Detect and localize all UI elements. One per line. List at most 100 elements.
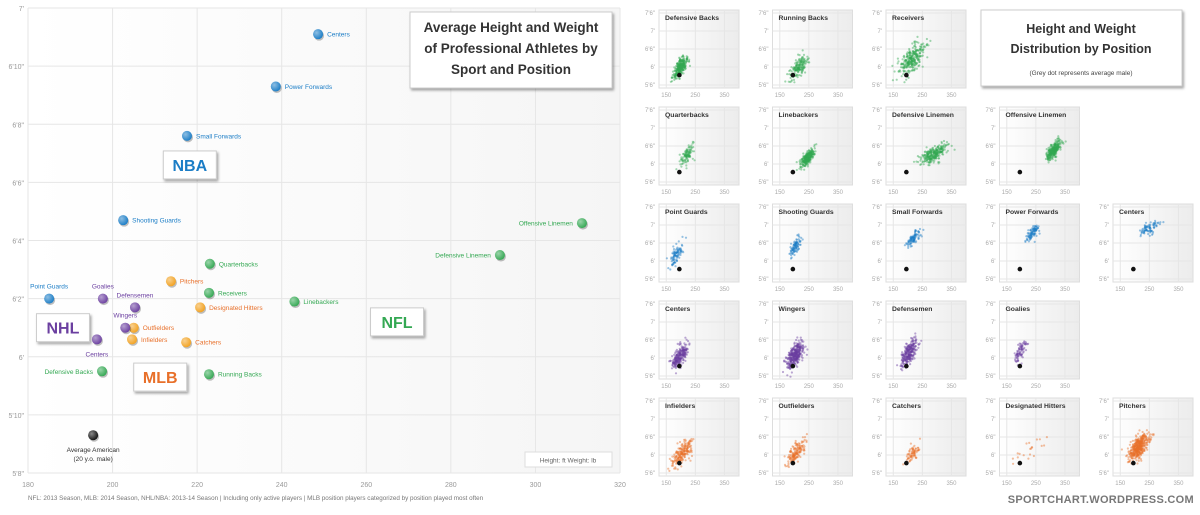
player-point <box>788 450 792 453</box>
player-point <box>665 257 669 260</box>
player-point <box>929 159 932 162</box>
player-point <box>1152 223 1155 226</box>
y-tick-label: 5'6" <box>986 277 996 283</box>
player-point <box>685 58 689 61</box>
player-point <box>677 359 680 363</box>
player-point <box>917 56 920 59</box>
player-point <box>927 44 930 47</box>
player-point <box>901 66 904 69</box>
player-point <box>795 452 799 455</box>
player-point <box>917 346 920 349</box>
player-point <box>1056 146 1060 149</box>
panel-defensive-backs: 150 250 350 7'6" 7' 6'6" 6' 5'6" Defensive Backs <box>645 9 740 99</box>
panel-title: Shooting Guards <box>779 209 834 216</box>
player-point <box>672 245 675 248</box>
player-point <box>917 59 920 62</box>
y-tick-label: 7' <box>651 223 655 229</box>
player-point <box>920 339 923 342</box>
point-highlight <box>203 287 214 298</box>
player-point <box>678 69 681 72</box>
player-point <box>801 69 804 72</box>
player-point <box>794 441 797 445</box>
x-tick-label: 150 <box>1002 190 1013 196</box>
player-point <box>788 353 792 356</box>
x-tick-label: 250 <box>1031 481 1042 487</box>
player-point <box>675 72 678 75</box>
player-point <box>782 360 786 363</box>
player-point <box>781 370 785 374</box>
player-point <box>1126 454 1129 457</box>
player-point <box>1046 151 1049 154</box>
y-tick-label: 7' <box>878 417 882 423</box>
player-point <box>803 452 806 455</box>
player-point <box>685 448 689 451</box>
player-point <box>1054 139 1057 142</box>
player-point <box>1033 240 1036 243</box>
player-point <box>802 58 805 61</box>
player-point <box>1141 443 1144 446</box>
player-point <box>784 356 788 359</box>
player-point <box>915 160 918 163</box>
player-point <box>911 240 914 243</box>
player-point <box>916 49 920 52</box>
player-point <box>674 359 678 362</box>
player-point <box>925 43 928 47</box>
player-point <box>1145 229 1148 232</box>
y-tick-label: 6' <box>991 162 995 168</box>
x-tick-label: 350 <box>1173 287 1184 293</box>
player-point <box>904 349 907 352</box>
player-point <box>920 55 923 58</box>
player-point <box>794 69 798 72</box>
player-point <box>915 52 918 56</box>
player-point <box>1028 453 1032 456</box>
player-point <box>911 51 914 55</box>
y-tick-label: 6'6" <box>872 241 882 247</box>
y-tick-label: 6' <box>651 259 655 265</box>
player-point <box>793 66 796 69</box>
player-point <box>797 68 801 71</box>
player-point <box>891 64 894 67</box>
average-male-point <box>677 72 682 78</box>
point-label: Centers <box>86 351 110 358</box>
player-point <box>913 61 916 64</box>
player-point <box>903 54 906 57</box>
player-point <box>815 143 818 146</box>
player-point <box>683 65 686 68</box>
panel-title: Defensive Linemen <box>892 112 954 119</box>
player-point <box>913 67 917 70</box>
x-tick-label: 250 <box>917 190 928 196</box>
player-point <box>1046 157 1050 160</box>
player-point <box>796 249 799 252</box>
player-point <box>675 67 679 71</box>
player-point <box>1135 441 1138 444</box>
player-point <box>675 242 678 245</box>
player-point <box>937 157 940 160</box>
y-tick-label: 7'6" <box>872 11 882 17</box>
player-point <box>682 55 685 58</box>
y-tick-label: 6' <box>764 453 768 459</box>
player-point <box>681 69 684 72</box>
player-point <box>790 70 793 73</box>
player-point <box>912 446 915 449</box>
point-label: Shooting Guards <box>132 218 182 225</box>
average-male-point <box>677 363 682 369</box>
player-point <box>1016 456 1019 459</box>
y-tick-label: 7' <box>764 417 768 423</box>
x-tick-label: 150 <box>1115 481 1126 487</box>
player-point <box>671 76 674 79</box>
player-point <box>679 454 682 457</box>
player-point <box>928 164 931 167</box>
player-point <box>1021 342 1024 345</box>
player-point <box>793 361 796 364</box>
player-point <box>682 251 685 254</box>
point-highlight <box>270 81 281 92</box>
player-point <box>689 440 693 443</box>
point-label: Outfielders <box>143 325 175 332</box>
player-point <box>792 68 795 71</box>
panel-title: Goalies <box>1006 306 1031 313</box>
player-point <box>675 72 678 76</box>
player-point <box>682 57 686 60</box>
player-point <box>678 59 682 62</box>
player-point <box>942 145 945 148</box>
y-tick-label: 5'6" <box>872 471 882 477</box>
